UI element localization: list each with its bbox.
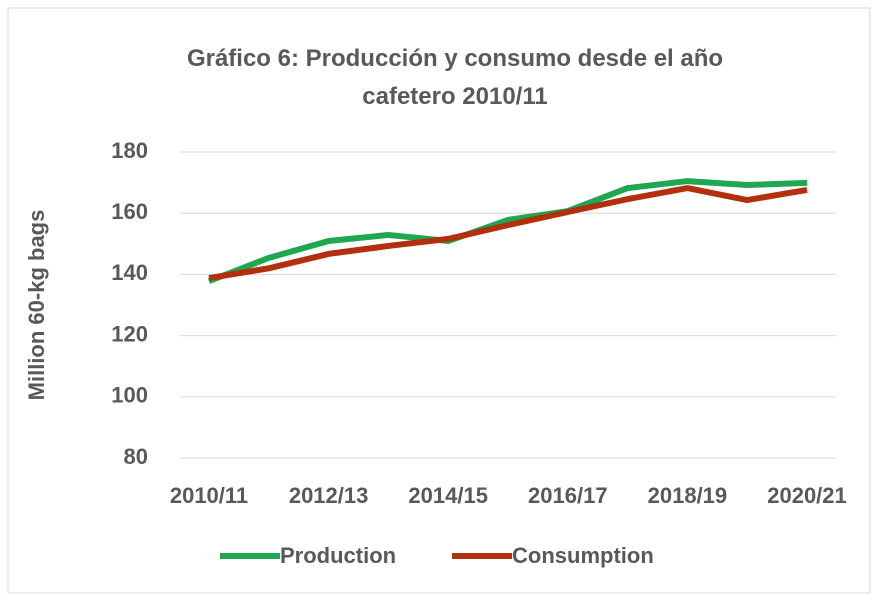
x-tick-label: 2016/17 <box>528 483 608 508</box>
y-tick-label: 80 <box>124 444 148 469</box>
y-tick-label: 100 <box>111 383 148 408</box>
legend-label: Production <box>280 543 396 568</box>
legend-label: Consumption <box>512 543 654 568</box>
series-line <box>208 185 808 282</box>
chart-title: Gráfico 6: Producción y consumo desde el… <box>186 45 724 110</box>
series-line <box>207 178 808 284</box>
y-tick-label: 140 <box>111 260 148 285</box>
chart-border <box>7 7 871 594</box>
y-tick-label: 160 <box>111 199 148 224</box>
y-tick-label: 180 <box>111 138 148 163</box>
x-tick-label: 2020/21 <box>767 483 847 508</box>
x-tick-label: 2010/11 <box>170 483 248 508</box>
x-tick-label: 2018/19 <box>648 483 728 508</box>
x-tick-label: 2014/15 <box>408 483 488 508</box>
y-axis-label: Million 60-kg bags <box>24 210 49 401</box>
y-tick-label: 120 <box>111 321 148 346</box>
x-tick-label: 2012/13 <box>289 483 369 508</box>
